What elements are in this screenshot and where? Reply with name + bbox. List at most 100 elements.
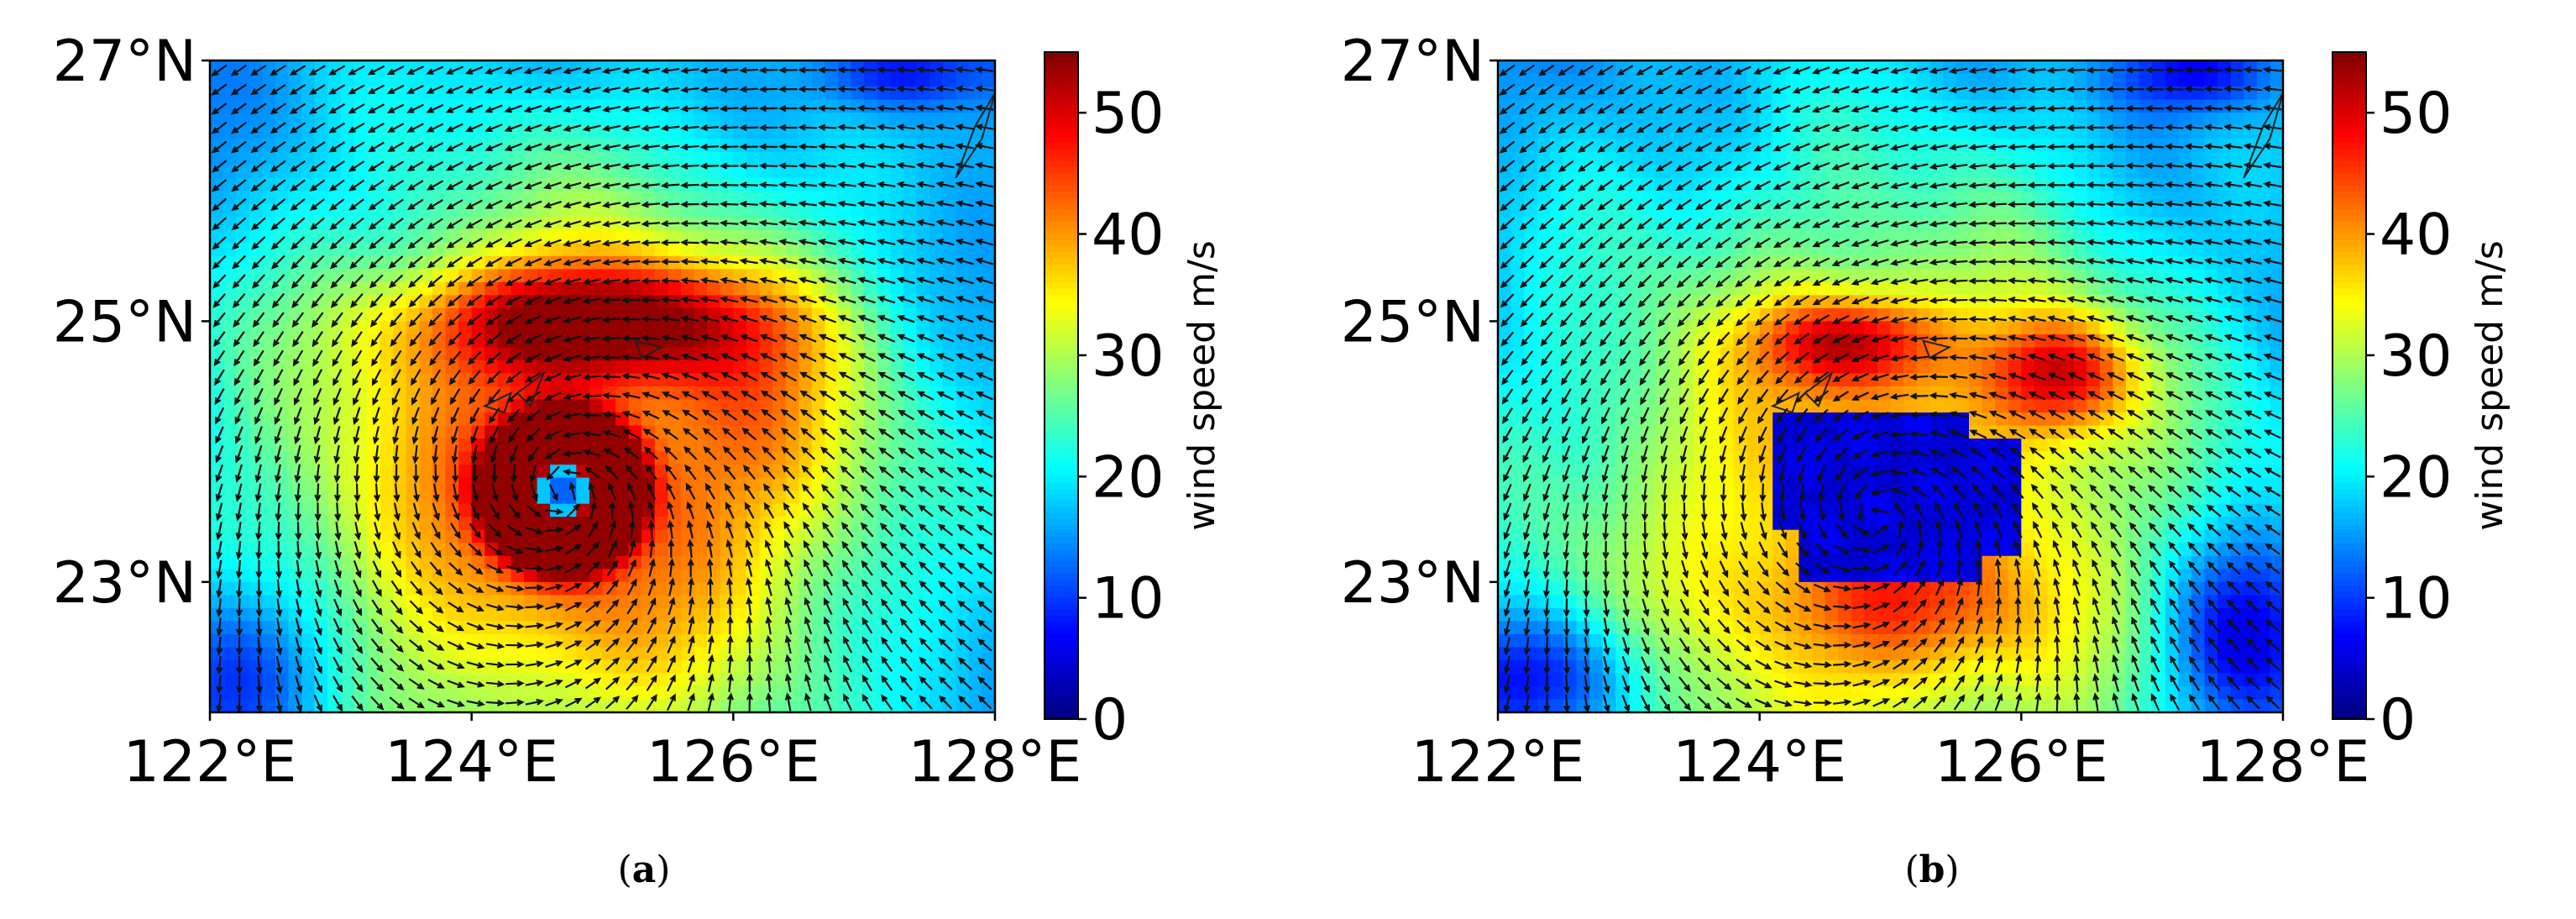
- wind-arrow: [1558, 122, 1574, 134]
- wind-arrow: [235, 522, 243, 541]
- wind-arrow: [2167, 523, 2182, 538]
- wind-arrow: [1679, 407, 1689, 425]
- wind-arrow: [818, 239, 837, 245]
- wind-arrow: [935, 238, 955, 246]
- wind-arrow: [722, 445, 737, 460]
- wind-arrow: [1698, 638, 1711, 654]
- wind-arrow: [1929, 297, 1948, 304]
- wind-arrow: [975, 276, 994, 285]
- wind-arrow: [432, 444, 439, 465]
- wind-arrow: [1720, 464, 1727, 484]
- wind-arrow: [1753, 199, 1771, 210]
- wind-arrow: [956, 467, 974, 478]
- wind-arrow: [1831, 296, 1850, 305]
- wind-arrow: [2111, 596, 2121, 616]
- wind-arrow: [2066, 66, 2086, 74]
- wind-arrow: [2184, 296, 2203, 303]
- wind-arrow: [1678, 350, 1690, 366]
- wind-arrow: [1948, 258, 1968, 266]
- wind-arrow: [915, 181, 935, 188]
- wind-arrow: [2007, 86, 2027, 93]
- wind-arrow: [427, 218, 443, 229]
- wind-arrow: [1832, 391, 1850, 402]
- wind-arrow: [1558, 179, 1574, 192]
- wind-arrow: [1870, 66, 1889, 75]
- wind-arrow: [758, 200, 778, 207]
- wind-arrow: [1698, 369, 1709, 386]
- wind-arrow: [784, 539, 793, 558]
- wind-arrow: [601, 391, 621, 400]
- wind-arrow: [1603, 617, 1610, 637]
- wind-arrow: [1793, 642, 1813, 650]
- wind-arrow: [2150, 635, 2160, 654]
- wind-arrow: [1948, 201, 1968, 208]
- wind-arrow: [1519, 160, 1535, 173]
- wind-arrow: [800, 428, 816, 441]
- wind-arrow: [1852, 679, 1872, 687]
- wind-arrow: [451, 502, 460, 521]
- wind-arrow: [1968, 201, 1987, 208]
- wind-arrow: [915, 143, 935, 150]
- wind-arrow: [464, 66, 484, 75]
- wind-arrow: [313, 637, 322, 655]
- wind-arrow: [878, 428, 895, 440]
- wind-arrow: [840, 522, 854, 538]
- wind-arrow: [841, 559, 854, 576]
- wind-arrow: [274, 426, 282, 444]
- wind-arrow: [1675, 123, 1693, 133]
- wind-arrow: [2086, 353, 2105, 362]
- wind-arrow: [1909, 220, 1929, 228]
- wind-arrow: [706, 558, 714, 577]
- wind-arrow: [1975, 538, 1982, 559]
- wind-arrow: [1936, 538, 1944, 559]
- wind-arrow: [746, 634, 753, 654]
- wind-arrow: [817, 66, 837, 74]
- colorbar-tick-label: 20: [1092, 444, 1165, 511]
- wind-arrow: [699, 105, 720, 113]
- wind-arrow: [212, 179, 228, 192]
- wind-arrow: [621, 105, 641, 113]
- wind-arrow: [328, 179, 345, 192]
- wind-arrow: [564, 601, 583, 612]
- wind-arrow: [2165, 219, 2184, 227]
- wind-arrow: [465, 256, 483, 268]
- wind-arrow: [896, 143, 915, 150]
- wind-arrow: [784, 673, 792, 692]
- wind-arrow: [448, 350, 462, 366]
- wind-arrow: [1640, 407, 1650, 425]
- wind-arrow: [1597, 160, 1614, 172]
- wind-arrow: [2203, 66, 2223, 74]
- wind-arrow: [1872, 640, 1891, 649]
- wind-arrow: [453, 483, 459, 502]
- wind-arrow: [348, 103, 365, 114]
- wind-arrow: [2092, 616, 2100, 635]
- wind-arrow: [688, 577, 695, 596]
- wind-arrow: [1716, 350, 1730, 366]
- wind-arrow: [1739, 541, 1748, 559]
- wind-arrow: [956, 314, 974, 323]
- wind-arrow: [1674, 65, 1693, 76]
- wind-arrow: [1851, 296, 1870, 305]
- wind-arrow: [1813, 370, 1830, 383]
- wind-arrow: [804, 559, 814, 577]
- wind-arrow: [1636, 160, 1653, 172]
- wind-arrow: [2089, 484, 2103, 499]
- wind-arrow: [1811, 66, 1830, 75]
- wind-arrow: [1929, 430, 1948, 438]
- wind-arrow: [837, 276, 856, 285]
- wind-arrow: [1675, 103, 1693, 113]
- wind-arrow: [2106, 333, 2125, 343]
- wind-arrow: [647, 636, 657, 654]
- wind-arrow: [1694, 160, 1712, 171]
- wind-arrow: [272, 331, 285, 348]
- wind-arrow: [881, 655, 893, 672]
- wind-arrow: [565, 563, 583, 574]
- wind-arrow: [1890, 239, 1909, 247]
- wind-arrow: [779, 390, 797, 402]
- colorbar-tick-label: 30: [1092, 323, 1165, 390]
- wind-arrow: [687, 673, 695, 692]
- wind-arrow: [349, 274, 364, 289]
- wind-arrow: [601, 144, 621, 151]
- wind-arrow: [1662, 540, 1669, 560]
- wind-arrow: [1659, 369, 1670, 386]
